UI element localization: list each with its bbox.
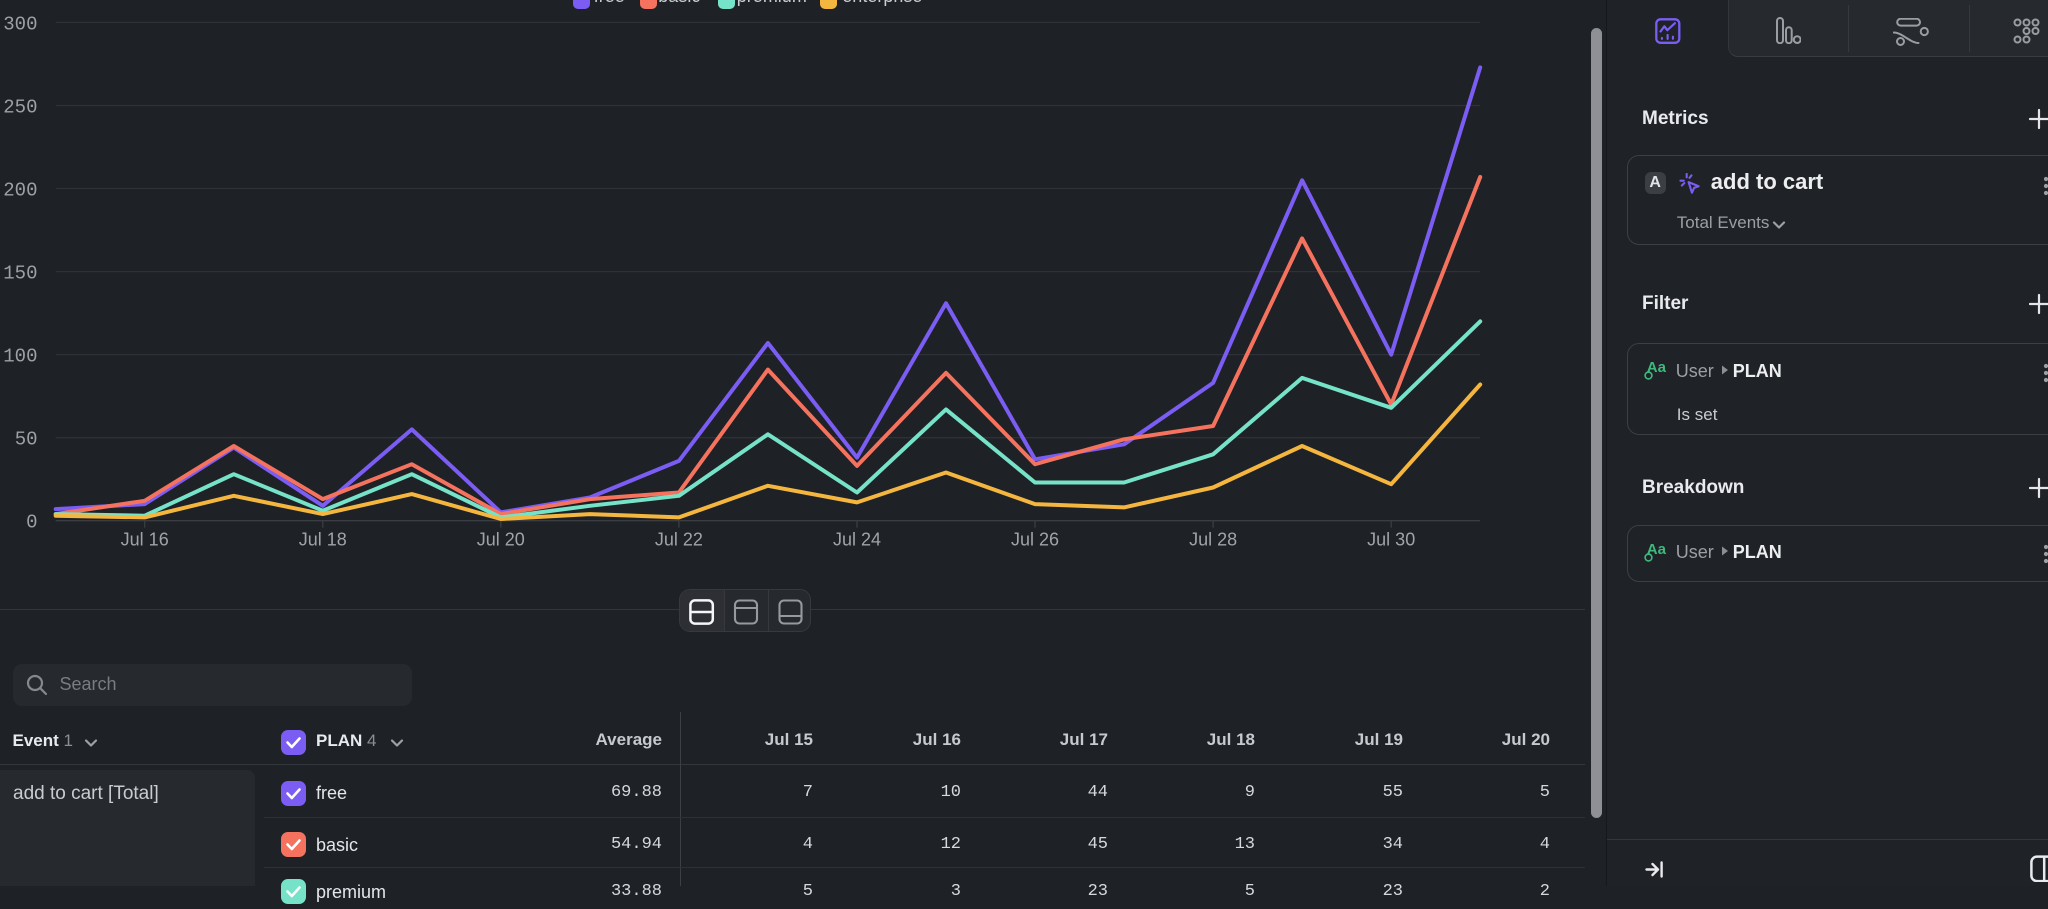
svg-text:Jul 22: Jul 22 (655, 530, 703, 550)
svg-text:Jul 16: Jul 16 (121, 530, 169, 550)
svg-text:Jul 20: Jul 20 (477, 530, 525, 550)
svg-text:100: 100 (3, 346, 37, 368)
svg-text:Jul 28: Jul 28 (1189, 530, 1237, 550)
svg-text:200: 200 (3, 180, 37, 202)
svg-text:150: 150 (3, 263, 37, 285)
svg-text:Jul 18: Jul 18 (299, 530, 347, 550)
svg-text:300: 300 (3, 13, 37, 35)
svg-text:250: 250 (3, 97, 37, 119)
svg-text:Jul 30: Jul 30 (1367, 530, 1415, 550)
svg-text:Jul 24: Jul 24 (833, 530, 881, 550)
svg-text:Jul 26: Jul 26 (1011, 530, 1059, 550)
svg-text:0: 0 (26, 512, 37, 534)
svg-text:50: 50 (15, 429, 38, 451)
